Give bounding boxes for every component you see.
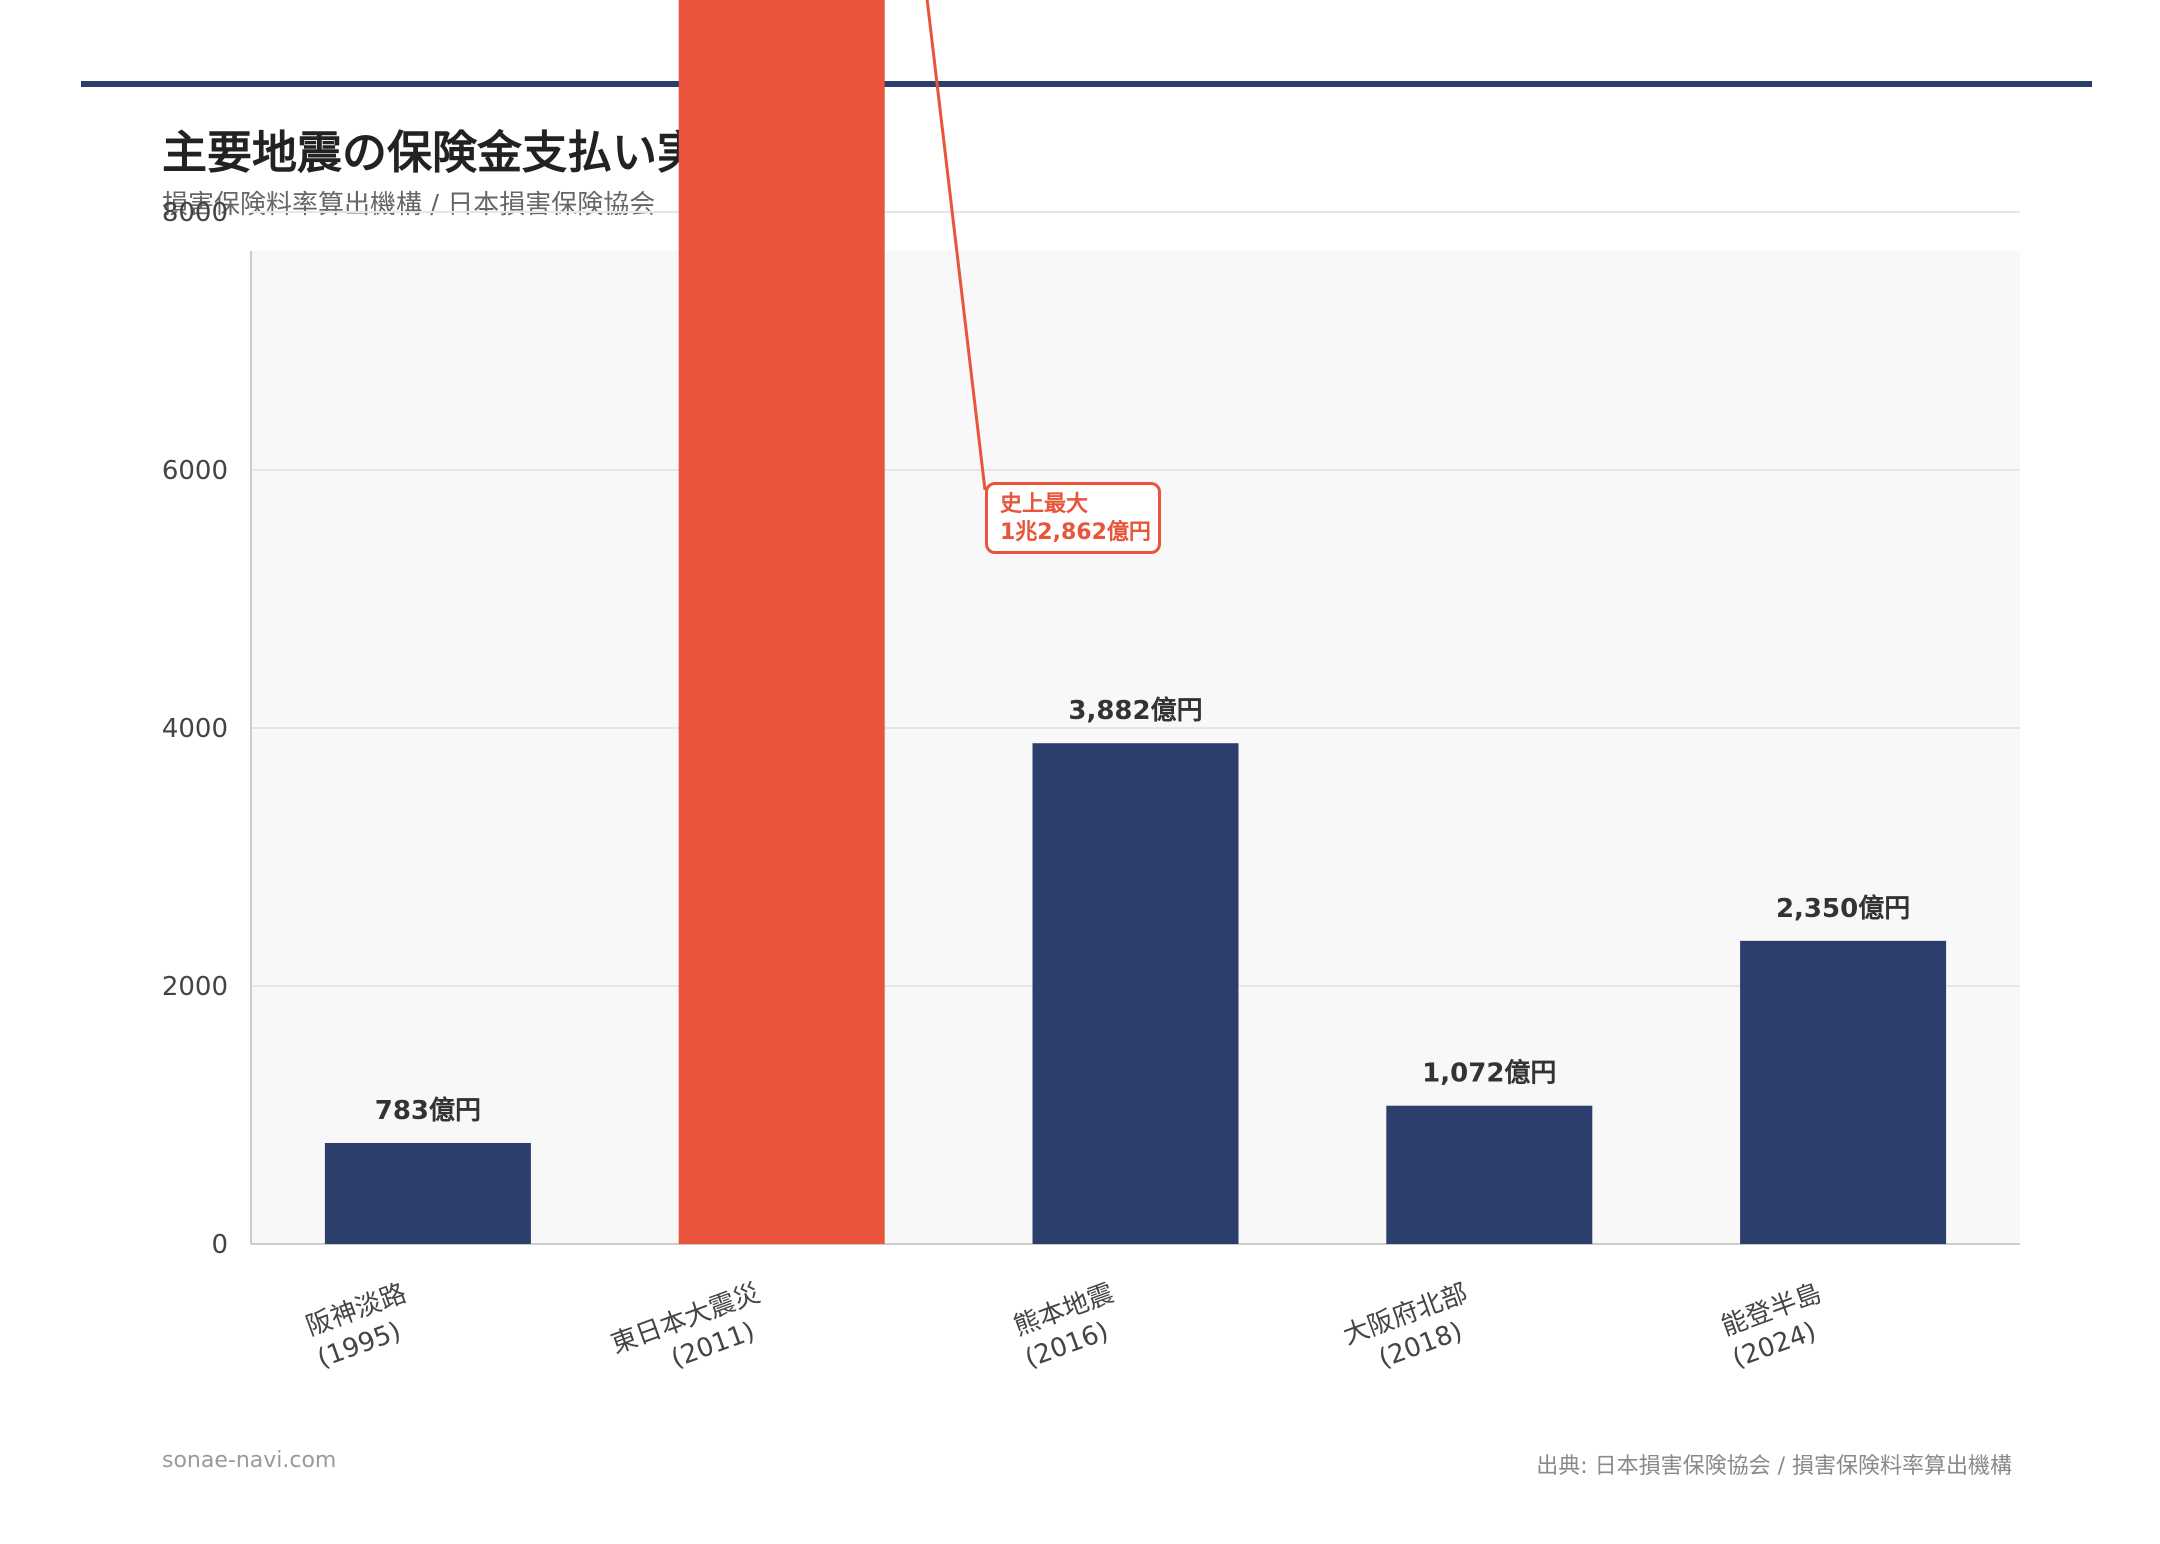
annotation-leader-line [925, 0, 987, 491]
chart-title: 主要地震の保険金支払い実績 [162, 126, 748, 179]
bar [324, 1142, 531, 1244]
x-tick-labels: 阪神淡路(1995) 東日本大震災(2011) 熊本地震(2016) 大阪府北部(20… [302, 1278, 1825, 1374]
top-rule [81, 81, 2092, 87]
x-tick-label: 大阪府北部(2018) [1339, 1278, 1471, 1374]
bars [324, 0, 1947, 1244]
bar-value-label: 1,072億円 [1422, 1059, 1556, 1089]
bar-value-label: 3,882億円 [1068, 696, 1202, 726]
annotation-line1: 史上最大 [1000, 492, 1089, 517]
bar [1032, 743, 1239, 1244]
x-tick-label: 熊本地震(2016) [1010, 1278, 1118, 1374]
bar [678, 0, 885, 1244]
bar-value-label: 2,350億円 [1776, 894, 1910, 924]
y-tick-label: 4000 [162, 714, 228, 744]
footer-site: sonae-navi.com [162, 1448, 337, 1473]
bar-value-label: 783億円 [375, 1096, 481, 1126]
annotation-leader [925, 0, 987, 491]
bar [1740, 940, 1947, 1244]
x-tick-label: 能登半島(2024) [1717, 1278, 1825, 1374]
y-tick-label: 6000 [162, 456, 228, 486]
x-tick-label: 東日本大震災(2011) [607, 1278, 764, 1374]
y-tick-label: 2000 [162, 972, 228, 1002]
annotation-callout: 史上最大 1兆2,862億円 [985, 482, 1161, 554]
y-tick-label: 8000 [162, 198, 228, 228]
y-tick-label: 0 [211, 1230, 228, 1260]
chart-subtitle: 損害保険料率算出機構 / 日本損害保険協会 [162, 190, 656, 220]
y-tick-labels: 02000400060008000100001200014000 [162, 198, 228, 1260]
annotation-line2: 1兆2,862億円 [1000, 520, 1151, 545]
x-tick-label: 阪神淡路(1995) [302, 1278, 410, 1374]
footer-source: 出典: 日本損害保険協会 / 損害保険料率算出機構 [1536, 1454, 2012, 1479]
bar [1386, 1105, 1593, 1244]
